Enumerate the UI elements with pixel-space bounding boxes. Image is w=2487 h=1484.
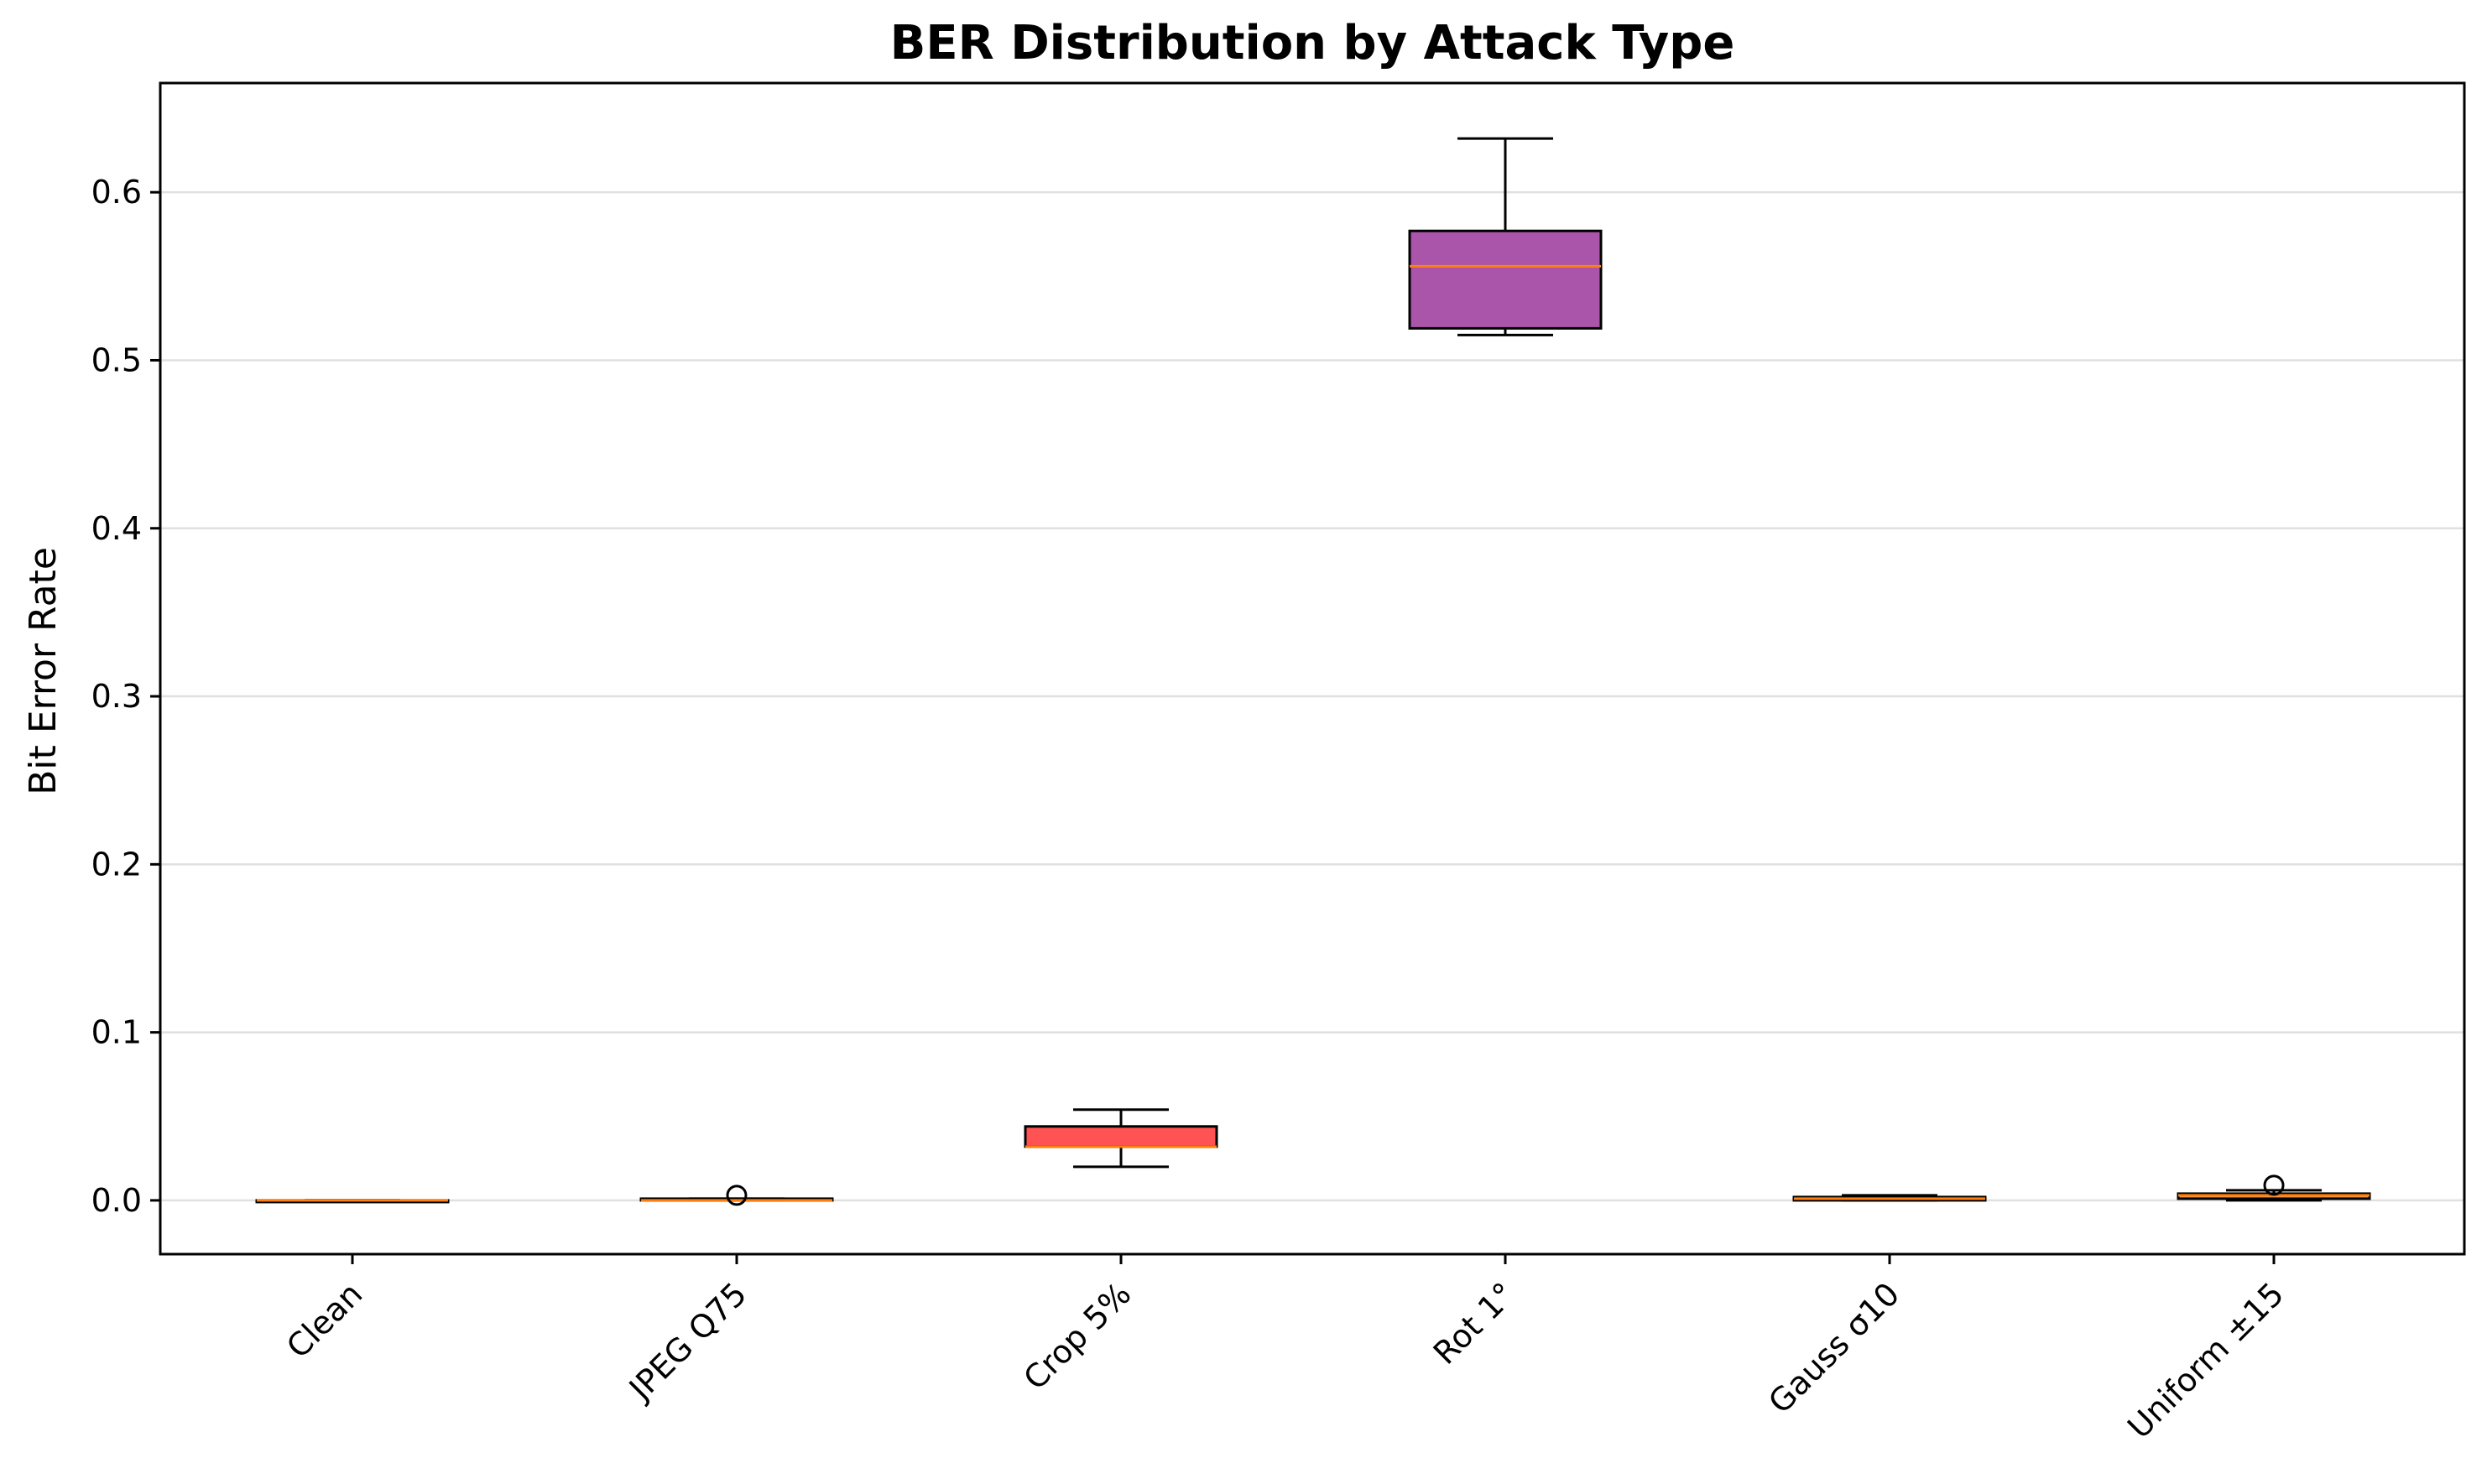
box-rot-1- [1408,137,1603,336]
y-tick-label: 0.3 [91,678,142,715]
x-tick-label: Uniform ±15 [2120,1275,2291,1445]
iqr-box [1408,229,1603,330]
iqr-box [1024,1125,1218,1148]
outlier-point [2263,1174,2285,1196]
x-tick-label: Gauss σ10 [1761,1275,1906,1420]
y-tick-label: 0.2 [91,846,142,883]
boxes-layer [255,137,2371,1206]
x-tick-label: Crop 5% [1016,1275,1138,1397]
box-jpeg-q75 [639,1185,834,1206]
y-tick-label: 0.6 [91,174,142,211]
box-uniform-15 [2177,1174,2371,1202]
x-tick-label: Clean [279,1275,369,1365]
y-tick-label: 0.5 [91,341,142,378]
y-tick-label: 0.4 [91,510,142,547]
gridlines [160,190,2464,1202]
y-axis-ticks: 0.0 0.1 0.2 0.3 0.4 0.5 0.6 [91,174,160,1219]
x-tick-label: Rot 1° [1426,1275,1523,1372]
box-crop-5- [1024,1108,1218,1169]
x-axis-ticks: Clean JPEG Q75 Crop 5% Rot 1° Gauss σ10 Unifo… [279,1254,2291,1445]
y-tick-label: 0.1 [91,1014,142,1051]
x-tick-label: JPEG Q75 [621,1275,753,1408]
outlier-point [726,1185,748,1206]
plot-area-frame [159,81,2466,1256]
y-tick-label: 0.0 [91,1182,142,1219]
y-axis-label: Bit Error Rate [22,547,65,795]
chart-title: BER Distribution by Attack Type [890,16,1735,70]
box-gauss-10 [1792,1194,1987,1202]
box-clean [255,1199,450,1204]
